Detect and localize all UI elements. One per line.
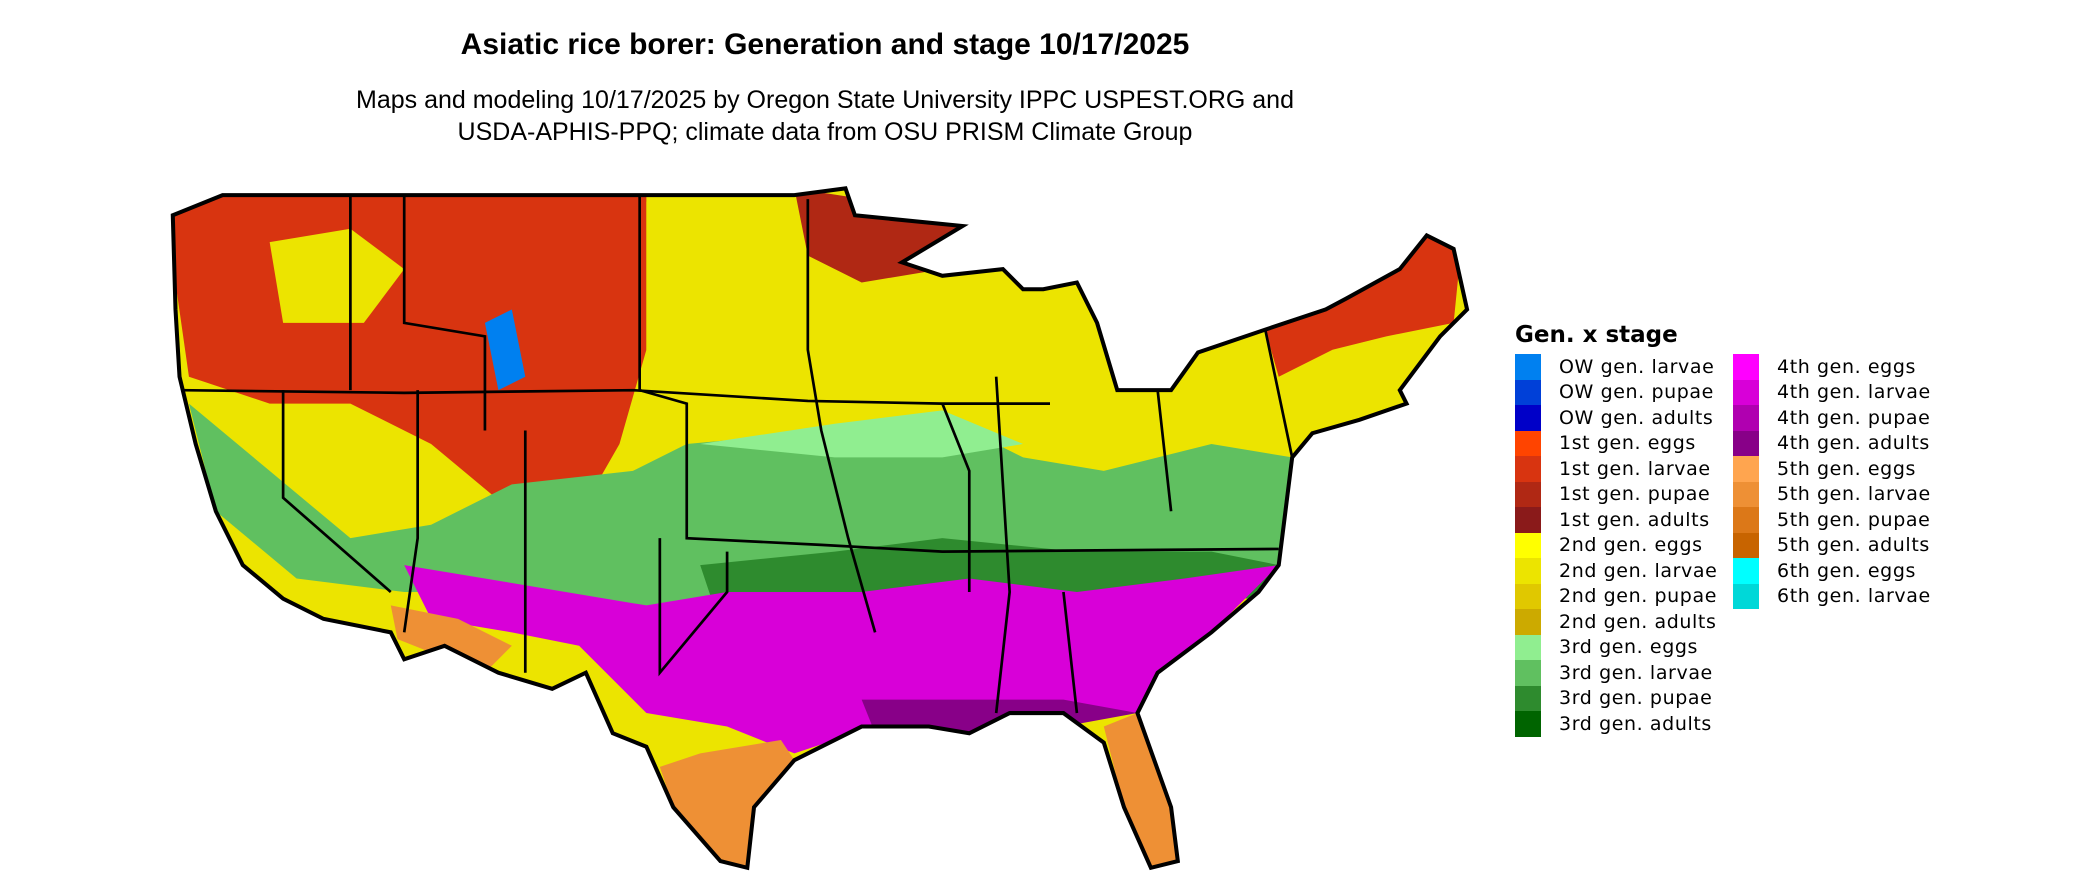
legend-swatch xyxy=(1733,532,1759,558)
legend-item: OW gen. larvae xyxy=(1515,354,1733,380)
legend-item: 1st gen. pupae xyxy=(1515,481,1733,507)
legend-item: OW gen. adults xyxy=(1515,405,1733,431)
legend-label: 3rd gen. pupae xyxy=(1559,687,1713,710)
legend-item: 3rd gen. larvae xyxy=(1515,660,1733,686)
legend-label: 6th gen. larvae xyxy=(1777,585,1931,608)
legend-item: 2nd gen. adults xyxy=(1515,609,1733,635)
legend-item: 4th gen. eggs xyxy=(1733,354,1951,380)
legend-item: 3rd gen. pupae xyxy=(1515,685,1733,711)
legend-label: OW gen. larvae xyxy=(1559,355,1715,378)
legend-item: 6th gen. eggs xyxy=(1733,558,1951,584)
legend-label: 2nd gen. eggs xyxy=(1559,534,1703,557)
region-2nd-gen-northwest xyxy=(269,228,405,323)
legend-label: 3rd gen. eggs xyxy=(1559,636,1699,659)
legend-swatch xyxy=(1733,481,1759,507)
legend-label: 4th gen. pupae xyxy=(1777,406,1931,429)
legend-label: 2nd gen. larvae xyxy=(1559,559,1718,582)
legend-swatch xyxy=(1733,354,1759,380)
legend-label: OW gen. adults xyxy=(1559,406,1714,429)
legend-label: 2nd gen. pupae xyxy=(1559,585,1717,608)
subtitle-line-1: Maps and modeling 10/17/2025 by Oregon S… xyxy=(356,86,1294,114)
legend-label: 1st gen. pupae xyxy=(1559,483,1711,506)
legend-item: 5th gen. pupae xyxy=(1733,507,1951,533)
legend-swatch xyxy=(1515,430,1541,456)
legend-item: OW gen. pupae xyxy=(1515,379,1733,405)
legend-item: 6th gen. larvae xyxy=(1733,583,1951,609)
legend-swatch xyxy=(1515,609,1541,635)
legend-swatch xyxy=(1515,405,1541,431)
legend-swatch xyxy=(1733,583,1759,609)
legend-label: 2nd gen. adults xyxy=(1559,610,1717,633)
legend-swatch xyxy=(1733,456,1759,482)
legend-item: 2nd gen. eggs xyxy=(1515,532,1733,558)
state-borders xyxy=(182,195,1294,714)
legend-item: 2nd gen. pupae xyxy=(1515,583,1733,609)
legend-label: 5th gen. adults xyxy=(1777,534,1930,557)
legend-swatch xyxy=(1733,405,1759,431)
legend-item: 5th gen. adults xyxy=(1733,532,1951,558)
legend-label: 5th gen. pupae xyxy=(1777,508,1931,531)
legend-swatch xyxy=(1733,379,1759,405)
region-1st-gen-larvae-northeast xyxy=(1265,231,1461,377)
legend-item: 4th gen. pupae xyxy=(1733,405,1951,431)
legend-swatch xyxy=(1733,558,1759,584)
region-5th-gen-larvae-florida xyxy=(1103,713,1178,868)
legend-item: 4th gen. adults xyxy=(1733,430,1951,456)
map-subtitle: Maps and modeling 10/17/2025 by Oregon S… xyxy=(0,84,1650,148)
legend-item: 1st gen. adults xyxy=(1515,507,1733,533)
legend-title: Gen. x stage xyxy=(1515,322,1678,348)
region-5th-gen-larvae-texas xyxy=(659,739,795,868)
legend-swatch xyxy=(1515,507,1541,533)
legend-swatch xyxy=(1733,430,1759,456)
legend-column-2: 4th gen. eggs 4th gen. larvae 4th gen. pup… xyxy=(1733,354,1951,737)
legend-swatch xyxy=(1515,532,1541,558)
region-2nd-gen-plains xyxy=(646,201,808,404)
legend-label: 3rd gen. larvae xyxy=(1559,661,1713,684)
legend-item: 4th gen. larvae xyxy=(1733,379,1951,405)
legend: Gen. x stage OW gen. larvae OW gen. pupae… xyxy=(1515,322,1951,737)
legend-swatch xyxy=(1515,558,1541,584)
legend-label: 1st gen. eggs xyxy=(1559,432,1696,455)
legend-swatch xyxy=(1515,379,1541,405)
legend-label: 6th gen. eggs xyxy=(1777,559,1917,582)
legend-item: 3rd gen. adults xyxy=(1515,711,1733,737)
legend-label: 4th gen. adults xyxy=(1777,432,1930,455)
legend-item: 2nd gen. larvae xyxy=(1515,558,1733,584)
region-3rd-gen-eggs xyxy=(700,410,1024,458)
legend-swatch xyxy=(1515,583,1541,609)
legend-item: 1st gen. eggs xyxy=(1515,430,1733,456)
map-title: Asiatic rice borer: Generation and stage… xyxy=(460,28,1190,61)
legend-swatch xyxy=(1515,481,1541,507)
legend-label: 4th gen. larvae xyxy=(1777,381,1931,404)
legend-label: OW gen. pupae xyxy=(1559,381,1714,404)
subtitle-line-2: USDA-APHIS-PPQ; climate data from OSU PR… xyxy=(457,118,1193,146)
region-ow-gen-larvae xyxy=(484,309,526,391)
legend-swatch xyxy=(1515,634,1541,660)
legend-label: 1st gen. adults xyxy=(1559,508,1710,531)
legend-item: 3rd gen. eggs xyxy=(1515,634,1733,660)
legend-swatch xyxy=(1515,711,1541,737)
legend-label: 3rd gen. adults xyxy=(1559,712,1712,735)
legend-item: 1st gen. larvae xyxy=(1515,456,1733,482)
legend-label: 5th gen. larvae xyxy=(1777,483,1931,506)
legend-item: 5th gen. larvae xyxy=(1733,481,1951,507)
legend-label: 4th gen. eggs xyxy=(1777,355,1917,378)
legend-label: 1st gen. larvae xyxy=(1559,457,1711,480)
legend-column-1: OW gen. larvae OW gen. pupae OW gen. adult… xyxy=(1515,354,1733,737)
legend-label: 5th gen. eggs xyxy=(1777,457,1917,480)
legend-swatch xyxy=(1733,507,1759,533)
legend-item: 5th gen. eggs xyxy=(1733,456,1951,482)
legend-swatch xyxy=(1515,660,1541,686)
legend-swatch xyxy=(1515,456,1541,482)
legend-swatch xyxy=(1515,354,1541,380)
region-5th-gen-larvae-arizona xyxy=(390,605,512,673)
legend-swatch xyxy=(1515,685,1541,711)
